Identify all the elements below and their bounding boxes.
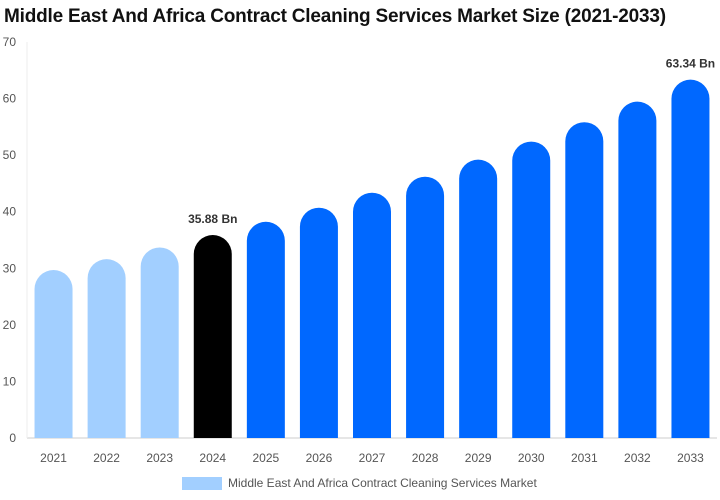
- legend-label: Middle East And Africa Contract Cleaning…: [228, 476, 537, 490]
- x-tick-label: 2027: [359, 451, 386, 465]
- x-tick-label: 2026: [306, 451, 333, 465]
- bar-2032: [618, 101, 657, 439]
- legend[interactable]: Middle East And Africa Contract Cleaning…: [182, 476, 537, 490]
- bar-2026: [299, 207, 338, 438]
- bar-2028: [406, 176, 445, 438]
- bar-2023: [140, 247, 179, 438]
- legend-swatch: [182, 476, 222, 490]
- bar-2027: [353, 192, 391, 438]
- x-tick-label: 2028: [412, 451, 439, 465]
- x-tick-label: 2022: [93, 451, 120, 465]
- x-tick-label: 2031: [571, 451, 598, 465]
- y-tick-label: 0: [9, 431, 16, 445]
- bar-2030: [512, 141, 551, 438]
- bar-2024: [193, 235, 232, 438]
- x-tick-label: 2021: [40, 451, 67, 465]
- x-tick-label: 2025: [252, 451, 279, 465]
- bar-2025: [246, 221, 285, 438]
- bar-2022: [87, 259, 126, 438]
- y-tick-label: 70: [3, 35, 17, 49]
- chart-title: Middle East And Africa Contract Cleaning…: [4, 6, 666, 27]
- x-tick-label: 2030: [518, 451, 545, 465]
- x-tick-label: 2032: [624, 451, 651, 465]
- y-tick-label: 20: [3, 318, 17, 332]
- y-tick-label: 30: [3, 261, 17, 275]
- bar-2029: [459, 159, 498, 438]
- bar-2033: [671, 79, 710, 438]
- y-tick-label: 40: [3, 205, 17, 219]
- bar-2031: [565, 122, 604, 438]
- x-tick-label: 2024: [199, 451, 226, 465]
- x-tick-label: 2033: [677, 451, 704, 465]
- data-label: 63.34 Bn: [666, 57, 715, 71]
- y-tick-label: 10: [3, 374, 17, 388]
- x-tick-label: 2023: [146, 451, 173, 465]
- y-tick-label: 60: [3, 92, 17, 106]
- x-tick-label: 2029: [465, 451, 492, 465]
- data-label: 35.88 Bn: [188, 212, 237, 226]
- y-tick-label: 50: [3, 148, 17, 162]
- bar-2021: [34, 270, 73, 438]
